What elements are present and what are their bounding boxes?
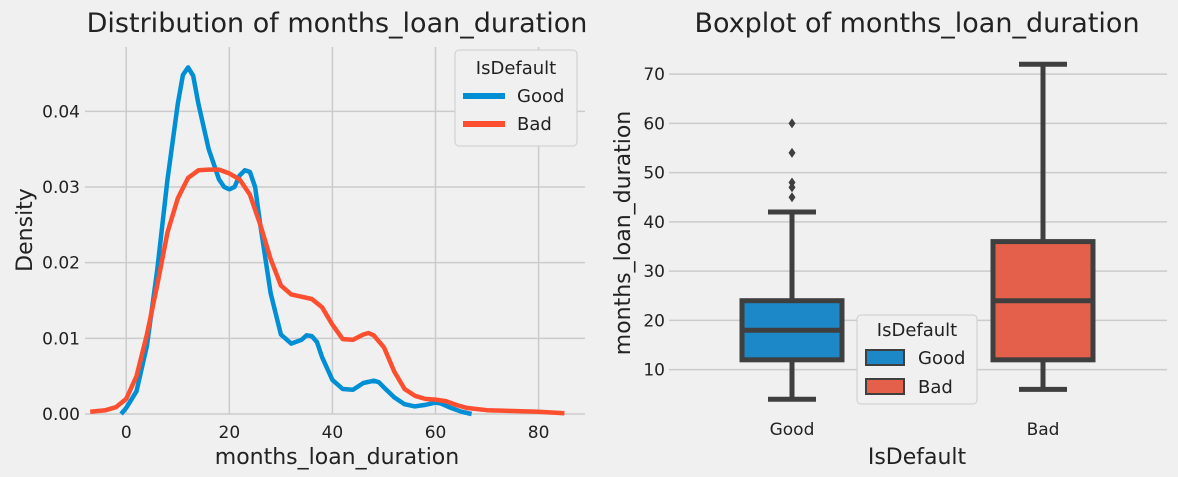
box-ytick-label: 50 <box>643 164 665 184</box>
kde-legend-title: IsDefault <box>476 58 556 79</box>
kde-line-good <box>119 65 473 417</box>
box-outlier-good <box>788 177 796 188</box>
kde-xtick-label: 40 <box>322 423 344 443</box>
kde-ylabel: Density <box>13 188 38 272</box>
kde-legend: IsDefault Good Bad <box>454 49 578 147</box>
box-tick-labels: 10 20 30 40 50 60 70 Good Bad <box>643 65 1059 440</box>
box-ytick-label: 70 <box>643 65 665 85</box>
kde-xtick-label: 20 <box>219 423 241 443</box>
box-ytick-label: 30 <box>643 262 665 282</box>
box-legend-swatch-bad <box>865 378 905 395</box>
box-outlier-good <box>788 147 796 158</box>
box-title: Boxplot of months_loan_duration <box>694 8 1139 39</box>
kde-xtick-label: 0 <box>121 423 132 443</box>
kde-ytick-label: 0.03 <box>42 178 80 198</box>
box-legend-label-bad: Bad <box>918 377 953 398</box>
box-legend-swatch-good <box>865 349 905 366</box>
box-xtick-label: Bad <box>1027 420 1060 440</box>
box-legend: IsDefault Good Bad <box>856 314 978 405</box>
kde-tick-labels: 0 20 40 60 80 0.00 0.01 0.02 0.03 0.04 <box>42 102 549 443</box>
kde-legend-label-good: Good <box>517 86 564 107</box>
box-ytick-label: 40 <box>643 213 665 233</box>
kde-title: Distribution of months_loan_duration <box>87 8 588 39</box>
kde-ytick-label: 0.02 <box>42 254 80 274</box>
box-outlier-good <box>788 118 796 129</box>
box-ytick-label: 10 <box>643 361 665 381</box>
box-legend-label-good: Good <box>918 348 965 369</box>
kde-xtick-label: 80 <box>528 423 550 443</box>
kde-ytick-label: 0.04 <box>42 102 80 122</box>
box-xlabel: IsDefault <box>868 445 967 470</box>
box-xtick-label: Good <box>770 420 815 440</box>
kde-legend-label-bad: Bad <box>517 114 552 135</box>
kde-line-bad <box>89 167 565 416</box>
kde-xtick-label: 60 <box>425 423 447 443</box>
box-ytick-label: 20 <box>643 311 665 331</box>
kde-lines <box>89 65 565 417</box>
kde-ytick-label: 0.01 <box>42 329 80 349</box>
kde-ytick-label: 0.00 <box>42 405 80 425</box>
kde-chart: 0 20 40 60 80 0.00 0.01 0.02 0.03 0.04 Distributi… <box>13 8 587 470</box>
box-legend-title: IsDefault <box>877 320 957 341</box>
box-outlier-good <box>788 192 796 203</box>
box-marks <box>739 61 1096 402</box>
box-ytick-label: 60 <box>643 114 665 134</box>
box-chart: 10 20 30 40 50 60 70 Good Bad Boxplot of months_… <box>611 8 1167 470</box>
kde-xlabel: months_loan_duration <box>215 445 459 470</box>
box-ylabel: months_loan_duration <box>611 111 636 355</box>
